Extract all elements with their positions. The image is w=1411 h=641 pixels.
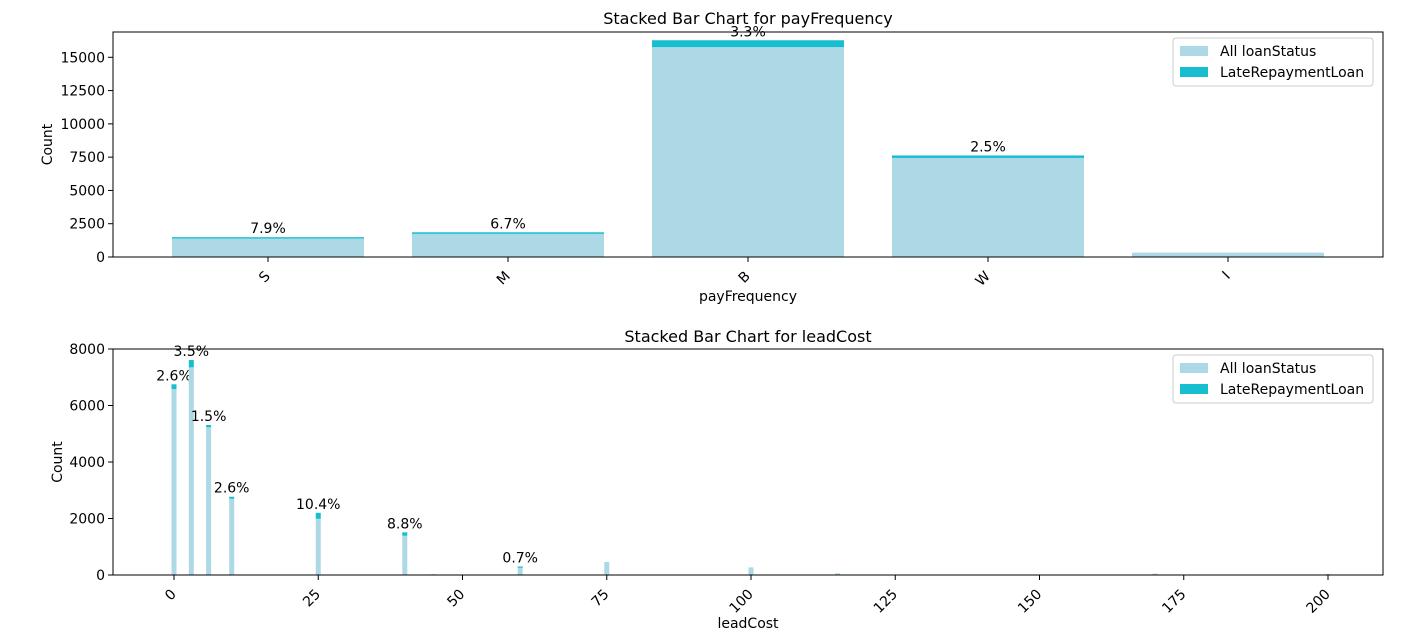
bar-late-repayment bbox=[206, 424, 212, 428]
y-tick-label: 6000 bbox=[69, 399, 105, 415]
x-tick-label: 100 bbox=[727, 586, 757, 616]
legend-box bbox=[1172, 354, 1374, 404]
x-tick-label: 0 bbox=[162, 586, 180, 604]
bar-all-loanstatus bbox=[315, 518, 321, 575]
legend-swatch-all bbox=[1180, 363, 1208, 373]
bar-late-repayment bbox=[315, 512, 321, 519]
bar-all-loanstatus bbox=[1152, 573, 1158, 575]
percent-label: 2.5% bbox=[970, 139, 1006, 155]
legend-swatch-all bbox=[1180, 46, 1208, 56]
payfrequency-chart: Stacked Bar Chart for payFrequency 7.9% 6.… bbox=[40, 9, 1384, 305]
x-tick-label: M bbox=[494, 268, 514, 288]
x-tick-label: 125 bbox=[871, 586, 901, 616]
bar-all-loanstatus bbox=[171, 389, 177, 575]
x-tick-label: B bbox=[736, 268, 754, 286]
bar-all-loanstatus bbox=[835, 573, 841, 575]
y-tick-label: 0 bbox=[96, 568, 105, 584]
y-tick-label: 7500 bbox=[69, 150, 105, 166]
legend-label-late: LateRepaymentLoan bbox=[1220, 382, 1364, 398]
bar-all-loanstatus bbox=[892, 157, 1084, 257]
bar-all-loanstatus bbox=[188, 367, 194, 575]
bar-all-loanstatus bbox=[748, 567, 754, 575]
percent-label: 1.5% bbox=[191, 409, 227, 425]
bar-all-loanstatus bbox=[206, 427, 212, 575]
legend-label-late: LateRepaymentLoan bbox=[1220, 65, 1364, 81]
y-tick-label: 15000 bbox=[60, 50, 105, 66]
bar-all-loanstatus bbox=[229, 498, 235, 575]
y-tick-label: 12500 bbox=[60, 84, 105, 100]
bar-late-repayment bbox=[229, 496, 235, 499]
bar-all-loanstatus bbox=[412, 233, 604, 257]
x-tick-label: W bbox=[973, 268, 994, 289]
bar-all-loanstatus bbox=[402, 535, 408, 575]
x-tick-label: 50 bbox=[444, 586, 468, 610]
bar-all-loanstatus bbox=[652, 47, 844, 257]
bar-late-repayment bbox=[517, 566, 523, 568]
y-tick-label: 8000 bbox=[69, 342, 105, 358]
bar-late-repayment bbox=[892, 155, 1084, 158]
bar-late-repayment bbox=[172, 237, 364, 239]
percent-label: 6.7% bbox=[490, 216, 526, 232]
legend-box bbox=[1172, 37, 1374, 87]
bar-all-loanstatus bbox=[604, 562, 610, 575]
y-axis-label: Count bbox=[40, 123, 56, 165]
percent-label: 2.6% bbox=[214, 481, 250, 497]
x-tick-label: S bbox=[256, 268, 274, 286]
y-tick-label: 2000 bbox=[69, 512, 105, 528]
x-tick-label: 175 bbox=[1159, 586, 1189, 616]
y-tick-label: 5000 bbox=[69, 183, 105, 199]
chart-title: Stacked Bar Chart for leadCost bbox=[624, 327, 871, 346]
y-tick-label: 10000 bbox=[60, 117, 105, 133]
leadcost-chart: Stacked Bar Chart for leadCost 2.6% 3.5% 1.… bbox=[50, 327, 1384, 632]
x-tick-label: 200 bbox=[1304, 586, 1334, 616]
y-tick-label: 0 bbox=[96, 250, 105, 266]
percent-label: 10.4% bbox=[296, 497, 340, 513]
x-axis-label: payFrequency bbox=[699, 289, 797, 305]
x-tick-label: 25 bbox=[300, 586, 324, 610]
legend-swatch-late bbox=[1180, 384, 1208, 394]
percent-label: 2.6% bbox=[156, 368, 192, 384]
y-tick-label: 2500 bbox=[69, 217, 105, 233]
legend-swatch-late bbox=[1180, 67, 1208, 77]
legend-label-all: All loanStatus bbox=[1220, 44, 1316, 60]
x-tick-label: 150 bbox=[1015, 586, 1045, 616]
percent-label: 3.5% bbox=[174, 344, 210, 360]
percent-label: 0.7% bbox=[502, 550, 538, 566]
bar-all-loanstatus bbox=[1325, 573, 1331, 575]
y-tick-label: 4000 bbox=[69, 455, 105, 471]
x-tick-label: I bbox=[1220, 268, 1234, 282]
legend-label-all: All loanStatus bbox=[1220, 361, 1316, 377]
bar-late-repayment bbox=[188, 360, 194, 368]
bar-late-repayment bbox=[402, 532, 408, 536]
bar-late-repayment bbox=[412, 232, 604, 234]
percent-label: 8.8% bbox=[387, 516, 423, 532]
x-tick-label: 75 bbox=[589, 586, 613, 610]
bar-late-repayment bbox=[171, 384, 177, 390]
bar-all-loanstatus bbox=[172, 238, 364, 257]
percent-label: 7.9% bbox=[250, 221, 286, 237]
chart-title: Stacked Bar Chart for payFrequency bbox=[603, 9, 892, 28]
x-axis-label: leadCost bbox=[717, 616, 779, 632]
bar-late-repayment bbox=[652, 40, 844, 48]
bar-all-loanstatus bbox=[517, 566, 523, 575]
y-axis-label: Count bbox=[50, 441, 66, 483]
bar-all-loanstatus bbox=[1132, 252, 1324, 257]
